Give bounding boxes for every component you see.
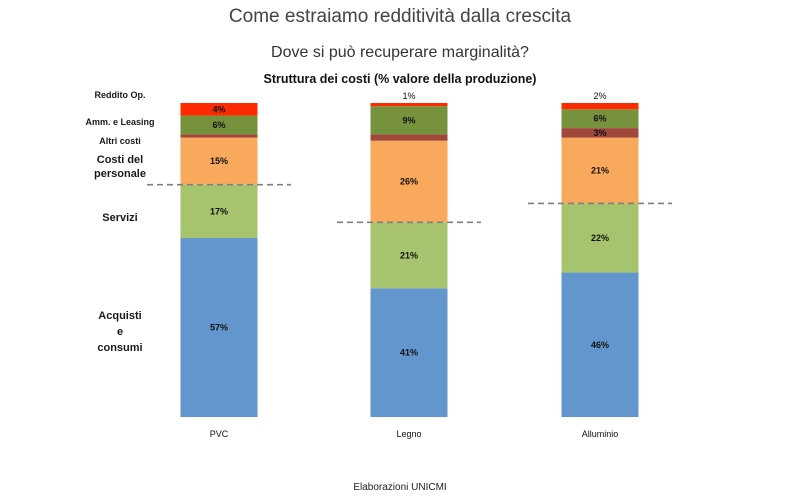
data-label-legno-5: 1% [402,91,415,101]
data-label-pvc-1: 17% [210,206,228,216]
side-label-personale-line2: personale [94,167,146,180]
category-label-legno: Legno [396,429,421,439]
data-label-alluminio-5: 2% [593,91,606,101]
bar-segment-legno-0 [370,288,448,417]
data-label-legno-1: 21% [400,250,418,260]
bar-segment-pvc-4 [180,115,258,135]
data-label-alluminio-3: 3% [593,128,606,138]
side-label-amm-leasing: Amm. e Leasing [85,117,155,127]
bar-segment-legno-5 [370,103,448,107]
side-label-servizi: Servizi [102,212,138,224]
bar-segment-legno-2 [370,140,448,223]
side-label-acquisti-line3: consumi [97,342,143,354]
page-subtitle: Dove si può recuperare marginalità? [271,44,529,61]
page-title: Come estraiamo redditività dalla crescit… [228,6,572,27]
bar-segment-alluminio-1 [561,203,639,273]
data-label-legno-4: 9% [402,115,415,125]
bar-segment-alluminio-5 [561,103,639,110]
bar-segment-pvc-2 [180,137,258,185]
data-label-pvc-2: 15% [210,156,228,166]
side-label-personale-line1: Costi del [96,154,144,166]
bar-segment-alluminio-3 [561,128,639,138]
data-label-pvc-4: 6% [212,120,225,130]
data-label-alluminio-0: 46% [591,340,609,350]
data-label-pvc-0: 57% [210,323,228,333]
side-label-acquisti: Acquisti e consumi [65,308,175,356]
side-label-acquisti-line2: e [116,326,124,338]
side-label-acquisti-line1: Acquisti [98,310,142,322]
data-label-alluminio-2: 21% [591,166,609,176]
side-label-altri-costi: Altri costi [99,136,141,146]
category-label-pvc: PVC [210,429,229,439]
data-label-pvc-5: 4% [212,104,225,114]
bar-segment-pvc-0 [180,238,258,417]
side-label-reddito: Reddito Op. [94,90,146,100]
bar-segment-alluminio-2 [561,137,639,204]
bar-segment-alluminio-0 [561,272,639,417]
bar-segment-legno-4 [370,106,448,135]
bar-segment-alluminio-4 [561,109,639,129]
bar-segment-legno-1 [370,222,448,289]
bar-segment-legno-3 [370,134,448,141]
source-note: Elaborazioni UNICMI [353,482,447,493]
data-label-alluminio-1: 22% [591,233,609,243]
data-label-legno-2: 26% [400,177,418,187]
side-label-personale: Costi del personale [65,154,175,182]
bar-segment-pvc-5 [180,103,258,116]
category-label-alluminio: Alluminio [582,429,619,439]
chart-title: Struttura dei costi (% valore della prod… [263,72,537,86]
bar-segment-pvc-1 [180,184,258,239]
bar-segment-pvc-3 [180,134,258,138]
data-label-legno-0: 41% [400,348,418,358]
data-label-alluminio-4: 6% [593,114,606,124]
